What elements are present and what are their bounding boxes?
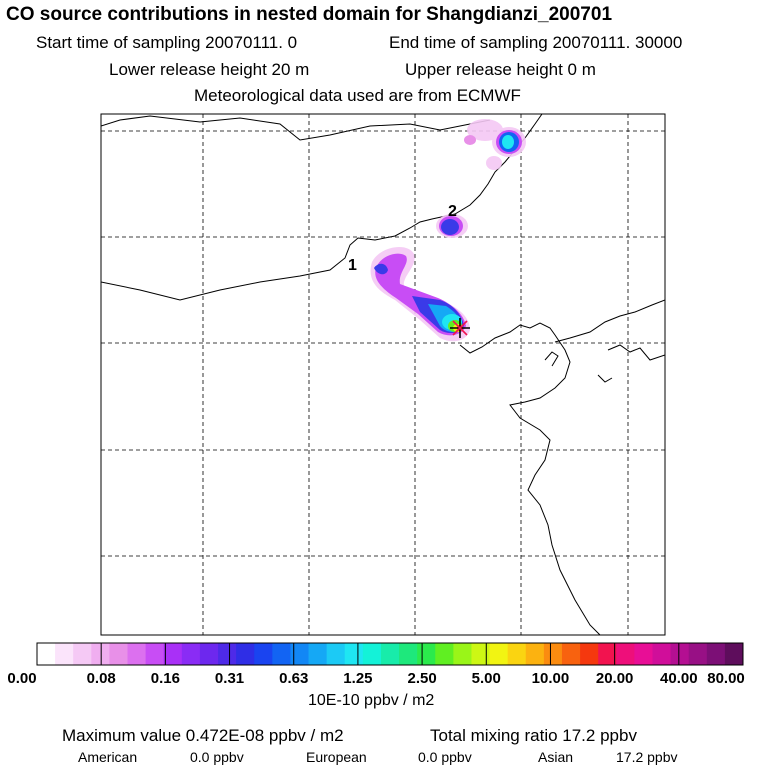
colorbar-swatch xyxy=(417,643,436,665)
colorbar-swatch xyxy=(598,643,617,665)
colorbar-swatch xyxy=(525,643,545,665)
grid-lines xyxy=(101,114,665,635)
colorbar-swatch xyxy=(91,643,110,665)
colorbar-swatch xyxy=(453,643,472,665)
colorbar-swatch xyxy=(109,643,128,665)
european-value: 0.0 ppbv xyxy=(418,749,472,765)
colorbar-tick-label: 0.00 xyxy=(7,670,37,687)
colorbar-frame xyxy=(36,642,744,666)
european-label: European xyxy=(306,749,367,765)
max-value-text: Maximum value 0.472E-08 ppbv / m2 xyxy=(62,726,344,745)
trajectory-label-2: 2 xyxy=(448,203,457,220)
asian-value: 17.2 ppbv xyxy=(616,749,678,765)
plot-title: CO source contributions in nested domain… xyxy=(6,4,613,25)
colorbar-swatch xyxy=(688,643,708,665)
colorbar-tick-label: 0.63 xyxy=(279,670,309,687)
colorbar-swatch xyxy=(399,643,418,665)
colorbar-swatch xyxy=(670,643,690,665)
colorbar-swatch xyxy=(163,643,183,665)
colorbar-tick-label: 20.00 xyxy=(595,670,634,687)
coastlines xyxy=(101,114,665,635)
colorbar-swatch xyxy=(55,643,74,665)
colorbar-swatch xyxy=(254,643,273,665)
colorbar-tick-label: 0.16 xyxy=(150,670,180,687)
start-time-text: Start time of sampling 20070111. 0 xyxy=(36,33,298,52)
colorbar-tick-label: 1.25 xyxy=(343,670,373,687)
asian-label: Asian xyxy=(538,749,574,765)
colorbar-swatch xyxy=(561,643,581,665)
american-label: American xyxy=(78,749,138,765)
trajectory-label-1: 1 xyxy=(348,257,357,274)
colorbar-tick-label: 0.08 xyxy=(86,670,116,687)
colorbar-swatch xyxy=(145,643,165,665)
colorbar-swatch xyxy=(326,643,346,665)
colorbar-swatch xyxy=(199,643,219,665)
colorbar-swatch xyxy=(580,643,599,665)
colorbar-tick-label: 2.50 xyxy=(407,670,437,687)
colorbar-swatch xyxy=(127,643,147,665)
colorbar-swatch xyxy=(308,643,328,665)
colorbar-swatch xyxy=(380,643,400,665)
total-mixing-ratio-text: Total mixing ratio 17.2 ppbv xyxy=(430,726,637,745)
colorbar-swatch xyxy=(362,643,382,665)
colorbar-tick-label: 10.00 xyxy=(531,670,570,687)
colorbar-units: 10E-10 ppbv / m2 xyxy=(308,692,435,709)
colorbar-tick-label: 40.00 xyxy=(660,670,698,687)
colorbar-tick-label: 5.00 xyxy=(471,670,501,687)
colorbar-tick-label: 80.00 xyxy=(707,670,745,687)
colorbar xyxy=(36,642,744,666)
colorbar-swatch xyxy=(634,643,653,665)
colorbar-swatch xyxy=(489,643,509,665)
colorbar-swatch xyxy=(344,643,364,665)
colorbar-swatch xyxy=(73,643,92,665)
map-frame xyxy=(100,113,666,636)
colorbar-swatch xyxy=(471,643,490,665)
colorbar-swatch xyxy=(435,643,454,665)
colorbar-swatch xyxy=(37,643,56,665)
colorbar-swatch xyxy=(218,643,237,665)
colorbar-swatch xyxy=(181,643,201,665)
end-time-text: End time of sampling 20070111. 30000 xyxy=(389,33,683,52)
colorbar-swatch xyxy=(507,643,527,665)
met-data-text: Meteorological data used are from ECMWF xyxy=(194,86,521,105)
colorbar-swatch xyxy=(543,643,563,665)
colorbar-swatch xyxy=(616,643,635,665)
colorbar-tick-label: 0.31 xyxy=(214,670,245,687)
colorbar-swatch xyxy=(706,643,726,665)
lower-height-text: Lower release height 20 m xyxy=(109,60,310,79)
colorbar-swatch xyxy=(290,643,309,665)
colorbar-swatch xyxy=(236,643,255,665)
upper-height-text: Upper release height 0 m xyxy=(405,60,596,79)
colorbar-swatch xyxy=(652,643,671,665)
star-icon xyxy=(450,318,470,338)
colorbar-swatch xyxy=(724,643,744,665)
american-value: 0.0 ppbv xyxy=(190,749,244,765)
colorbar-swatch xyxy=(272,643,291,665)
